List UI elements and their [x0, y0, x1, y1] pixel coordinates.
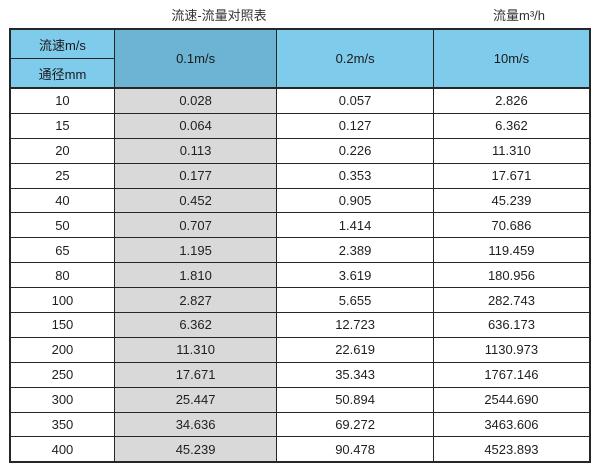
flow-cell: 0.113 — [113, 137, 278, 164]
flow-cell: 17.671 — [432, 162, 591, 189]
flow-cell: 1130.973 — [432, 336, 591, 363]
flow-cell: 0.028 — [113, 87, 278, 114]
table-title: 流速-流量对照表 — [171, 7, 267, 23]
flow-cell: 11.310 — [113, 336, 278, 363]
table-row: 65 1.195 2.389 119.459 — [9, 237, 591, 264]
table-row: 50 0.707 1.414 70.686 — [9, 212, 591, 239]
table-caption: 流速-流量对照表 流量m³/h — [0, 0, 600, 28]
flow-rate-table: 流速m/s 0.1m/s 0.2m/s 10m/s 通径mm 10 0.028 … — [9, 28, 591, 464]
diameter-cell: 10 — [9, 87, 115, 114]
table-header: 流速m/s 0.1m/s 0.2m/s 10m/s 通径mm — [9, 28, 591, 89]
table-row: 250 17.671 35.343 1767.146 — [9, 361, 591, 388]
flow-cell: 2.827 — [113, 287, 278, 314]
diameter-cell: 150 — [9, 312, 115, 338]
diameter-cell: 300 — [9, 386, 115, 413]
header-velocity-10: 10m/s — [432, 28, 591, 89]
flow-cell: 22.619 — [276, 336, 434, 363]
flow-cell: 70.686 — [432, 212, 591, 239]
corner-cell-diameter: 通径mm — [9, 58, 115, 89]
flow-cell: 3.619 — [276, 262, 434, 289]
flow-cell: 69.272 — [276, 411, 434, 438]
flow-unit-label: 流量m³/h — [492, 7, 545, 23]
table-body: 10 0.028 0.057 2.826 15 0.064 0.127 6.36… — [9, 87, 591, 463]
flow-cell: 2.389 — [276, 237, 434, 264]
corner-cell-velocity: 流速m/s — [9, 28, 115, 59]
table-row: 40 0.452 0.905 45.239 — [9, 187, 591, 214]
header-row-top: 流速m/s 0.1m/s 0.2m/s 10m/s — [9, 28, 591, 89]
flow-cell: 35.343 — [276, 361, 434, 388]
diameter-cell: 20 — [9, 137, 115, 164]
table-row: 10 0.028 0.057 2.826 — [9, 87, 591, 114]
table-row: 200 11.310 22.619 1130.973 — [9, 336, 591, 363]
flow-cell: 0.064 — [113, 112, 278, 139]
flow-cell: 119.459 — [432, 237, 591, 264]
flow-cell: 0.057 — [276, 87, 434, 114]
flow-cell: 0.226 — [276, 137, 434, 164]
header-velocity-0-2: 0.2m/s — [276, 28, 434, 89]
table-row: 400 45.239 90.478 4523.893 — [9, 436, 591, 463]
diameter-cell: 200 — [9, 336, 115, 363]
table-row: 20 0.113 0.226 11.310 — [9, 137, 591, 164]
flow-cell: 45.239 — [432, 187, 591, 214]
flow-cell: 2544.690 — [432, 386, 591, 413]
header-row-bottom: 通径mm — [9, 58, 590, 89]
flow-cell: 636.173 — [432, 312, 591, 338]
flow-cell: 45.239 — [113, 436, 278, 463]
diameter-cell: 50 — [9, 212, 115, 239]
diameter-cell: 15 — [9, 112, 115, 139]
table-row: 80 1.810 3.619 180.956 — [9, 262, 591, 289]
flow-cell: 1.195 — [113, 237, 278, 264]
flow-cell: 0.452 — [113, 187, 278, 214]
flow-cell: 0.353 — [276, 162, 434, 189]
flow-cell: 0.127 — [276, 112, 434, 139]
flow-cell: 0.177 — [113, 162, 278, 189]
flow-cell: 17.671 — [113, 361, 278, 388]
diameter-cell: 350 — [9, 411, 115, 438]
flow-cell: 90.478 — [276, 436, 434, 463]
diameter-cell: 400 — [9, 436, 115, 463]
diameter-cell: 80 — [9, 262, 115, 289]
flow-cell: 4523.893 — [432, 436, 591, 463]
flow-cell: 3463.606 — [432, 411, 591, 438]
flow-cell: 6.362 — [113, 312, 278, 338]
flow-cell: 50.894 — [276, 386, 434, 413]
diameter-cell: 25 — [9, 162, 115, 189]
flow-cell: 25.447 — [113, 386, 278, 413]
flow-cell: 0.707 — [113, 212, 278, 239]
flow-cell: 6.362 — [432, 112, 591, 139]
header-velocity-0-1: 0.1m/s — [113, 28, 278, 89]
flow-cell: 34.636 — [113, 411, 278, 438]
flow-cell: 2.826 — [432, 87, 591, 114]
flow-cell: 11.310 — [432, 137, 591, 164]
table-row: 15 0.064 0.127 6.362 — [9, 112, 591, 139]
diameter-cell: 100 — [9, 287, 115, 314]
flow-cell: 1.810 — [113, 262, 278, 289]
flow-cell: 5.655 — [276, 287, 434, 314]
flow-cell: 0.905 — [276, 187, 434, 214]
table-row: 350 34.636 69.272 3463.606 — [9, 411, 591, 438]
flow-cell: 1767.146 — [432, 361, 591, 388]
flow-cell: 282.743 — [432, 287, 591, 314]
table-row: 25 0.177 0.353 17.671 — [9, 162, 591, 189]
diameter-cell: 250 — [9, 361, 115, 388]
flow-cell: 180.956 — [432, 262, 591, 289]
table-row: 300 25.447 50.894 2544.690 — [9, 386, 591, 413]
diameter-cell: 40 — [9, 187, 115, 214]
flow-cell: 1.414 — [276, 212, 434, 239]
diameter-cell: 65 — [9, 237, 115, 264]
table-row: 100 2.827 5.655 282.743 — [9, 287, 591, 314]
table-row: 150 6.362 12.723 636.173 — [9, 312, 591, 338]
flow-cell: 12.723 — [276, 312, 434, 338]
